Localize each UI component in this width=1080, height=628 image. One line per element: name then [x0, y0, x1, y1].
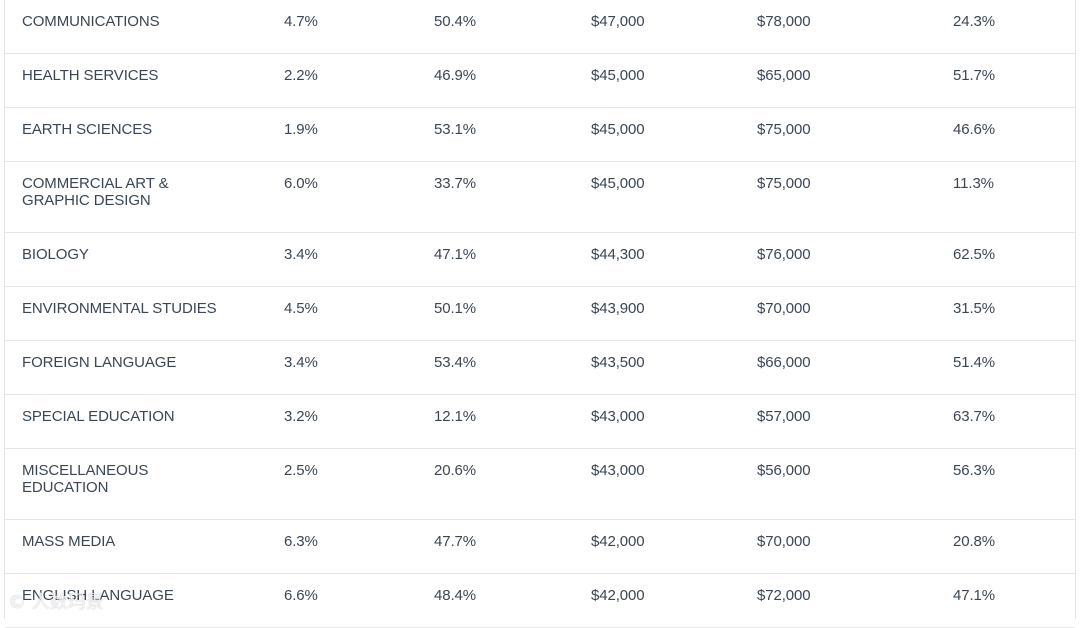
table-row: FOREIGN LANGUAGE 3.4% 53.4% $43,500 $66,000 5…: [5, 341, 1075, 395]
table-row: COMMERCIAL ART & GRAPHIC DESIGN 6.0% 33.7%…: [5, 162, 1075, 233]
unemployment-rate-cell: 6.0%: [284, 175, 318, 192]
majors-table: COMMUNICATIONS 4.7% 50.4% $47,000 $78,000 24.…: [5, 0, 1075, 628]
unemployment-rate-cell: 4.7%: [284, 13, 318, 30]
share-cell: 11.3%: [953, 175, 994, 192]
share-cell: 20.8%: [953, 533, 996, 550]
early-career-salary-cell: $45,000: [591, 67, 645, 84]
percent-cell: 33.7%: [434, 175, 477, 192]
majors-table-container: COMMUNICATIONS 4.7% 50.4% $47,000 $78,000 24.…: [4, 0, 1076, 628]
major-cell: MASS MEDIA: [22, 533, 116, 550]
mid-career-salary-cell: $66,000: [757, 354, 811, 371]
unemployment-rate-cell: 6.3%: [284, 533, 318, 550]
early-career-salary-cell: $42,000: [591, 533, 645, 550]
early-career-salary-cell: $45,000: [591, 175, 645, 192]
table-row: HEALTH SERVICES 2.2% 46.9% $45,000 $65,000 51…: [5, 54, 1075, 108]
unemployment-rate-cell: 3.4%: [284, 246, 318, 263]
table-row: COMMUNICATIONS 4.7% 50.4% $47,000 $78,000 24.…: [5, 0, 1075, 54]
early-career-salary-cell: $44,300: [591, 246, 645, 263]
mid-career-salary-cell: $72,000: [757, 587, 811, 604]
share-cell: 51.4%: [953, 354, 996, 371]
percent-cell: 47.7%: [434, 533, 477, 550]
mid-career-salary-cell: $57,000: [757, 408, 811, 425]
percent-cell: 20.6%: [434, 462, 477, 479]
unemployment-rate-cell: 2.5%: [284, 462, 318, 479]
share-cell: 31.5%: [953, 300, 996, 317]
share-cell: 47.1%: [953, 587, 996, 604]
percent-cell: 53.1%: [434, 121, 477, 138]
mid-career-salary-cell: $65,000: [757, 67, 811, 84]
table-row: EARTH SCIENCES 1.9% 53.1% $45,000 $75,000 46.…: [5, 108, 1075, 162]
percent-cell: 53.4%: [434, 354, 477, 371]
share-cell: 62.5%: [953, 246, 996, 263]
table-row: SPECIAL EDUCATION 3.2% 12.1% $43,000 $57,000…: [5, 395, 1075, 449]
mid-career-salary-cell: $75,000: [757, 175, 811, 192]
early-career-salary-cell: $47,000: [591, 13, 645, 30]
early-career-salary-cell: $43,500: [591, 354, 645, 371]
major-cell: FOREIGN LANGUAGE: [22, 354, 177, 371]
share-cell: 63.7%: [953, 408, 996, 425]
early-career-salary-cell: $43,000: [591, 408, 645, 425]
mid-career-salary-cell: $76,000: [757, 246, 811, 263]
majors-table-body: COMMUNICATIONS 4.7% 50.4% $47,000 $78,000 24.…: [5, 0, 1075, 628]
percent-cell: 50.1%: [434, 300, 477, 317]
major-cell: HEALTH SERVICES: [22, 67, 159, 84]
mid-career-salary-cell: $78,000: [757, 13, 811, 30]
share-cell: 46.6%: [953, 121, 996, 138]
early-career-salary-cell: $43,000: [591, 462, 645, 479]
table-row: ENGLISH LANGUAGE 6.6% 48.4% $42,000 $72,000 4…: [5, 574, 1075, 628]
major-cell: SPECIAL EDUCATION: [22, 408, 175, 425]
unemployment-rate-cell: 2.2%: [284, 67, 318, 84]
early-career-salary-cell: $43,900: [591, 300, 645, 317]
early-career-salary-cell: $42,000: [591, 587, 645, 604]
table-row: MISCELLANEOUS EDUCATION 2.5% 20.6% $43,000 $…: [5, 449, 1075, 520]
table-row: ENVIRONMENTAL STUDIES 4.5% 50.1% $43,900 $70…: [5, 287, 1075, 341]
percent-cell: 46.9%: [434, 67, 477, 84]
major-cell: MISCELLANEOUS EDUCATION: [22, 462, 149, 496]
share-cell: 56.3%: [953, 462, 996, 479]
major-cell: EARTH SCIENCES: [22, 121, 153, 138]
mid-career-salary-cell: $70,000: [757, 533, 811, 550]
early-career-salary-cell: $45,000: [591, 121, 645, 138]
percent-cell: 50.4%: [434, 13, 477, 30]
major-cell: COMMUNICATIONS: [22, 13, 160, 30]
percent-cell: 12.1%: [434, 408, 477, 425]
mid-career-salary-cell: $70,000: [757, 300, 811, 317]
share-cell: 51.7%: [953, 67, 996, 84]
unemployment-rate-cell: 3.4%: [284, 354, 318, 371]
major-cell: ENVIRONMENTAL STUDIES: [22, 300, 217, 317]
table-row: BIOLOGY 3.4% 47.1% $44,300 $76,000 62.5%: [5, 233, 1075, 287]
major-cell: ENGLISH LANGUAGE: [22, 587, 174, 604]
unemployment-rate-cell: 4.5%: [284, 300, 318, 317]
mid-career-salary-cell: $75,000: [757, 121, 811, 138]
unemployment-rate-cell: 3.2%: [284, 408, 318, 425]
percent-cell: 48.4%: [434, 587, 477, 604]
share-cell: 24.3%: [953, 13, 996, 30]
major-cell: COMMERCIAL ART & GRAPHIC DESIGN: [22, 175, 169, 209]
major-cell: BIOLOGY: [22, 246, 89, 263]
mid-career-salary-cell: $56,000: [757, 462, 811, 479]
unemployment-rate-cell: 6.6%: [284, 587, 318, 604]
table-row: MASS MEDIA 6.3% 47.7% $42,000 $70,000 20.8%: [5, 520, 1075, 574]
percent-cell: 47.1%: [434, 246, 477, 263]
unemployment-rate-cell: 1.9%: [284, 121, 318, 138]
